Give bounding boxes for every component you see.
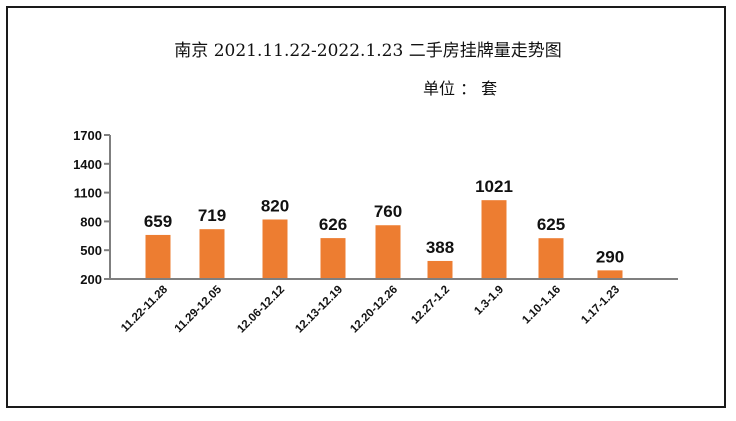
bars: 659 719 820 626 760 388 1021 625 290 [144, 177, 624, 279]
bar [145, 234, 171, 279]
bar-value-label: 290 [596, 247, 624, 266]
y-tick-label: 200 [80, 272, 102, 287]
bar-value-label: 820 [261, 196, 289, 215]
bar-value-label: 625 [537, 215, 565, 234]
x-axis: 11.22-11.28 11.29-12.05 12.06-12.12 12.13-1… [104, 278, 678, 336]
chart-title: 南京 2021.11.22-2022.1.23 二手房挂牌量走势图 [174, 41, 562, 61]
bar-group: 760 [374, 202, 402, 279]
bar [481, 200, 507, 279]
bar-group: 1021 [475, 177, 513, 279]
x-category-label: 12.06-12.12 [235, 284, 287, 336]
y-tick-label: 1700 [73, 128, 102, 143]
x-category-label: 1.10-1.16 [520, 284, 563, 327]
bar [538, 238, 564, 279]
y-tick-label: 1100 [74, 186, 102, 201]
y-tick-label: 1400 [73, 157, 102, 172]
y-tick-label: 800 [80, 214, 102, 229]
x-category-label: 1.17-1.23 [579, 284, 622, 327]
bar-group: 388 [426, 238, 454, 279]
bar-group: 290 [596, 247, 624, 279]
bar-group: 626 [319, 215, 347, 279]
chart-frame [6, 6, 726, 408]
bar-value-label: 1021 [475, 177, 513, 196]
bar-group: 659 [144, 212, 172, 279]
bar [262, 219, 288, 279]
bar-value-label: 659 [144, 212, 172, 231]
x-category-label: 1.3-1.9 [472, 284, 506, 318]
bar-group: 719 [198, 206, 226, 279]
bar [320, 238, 346, 279]
unit-label: 单位 ： 套 [423, 79, 498, 98]
x-category-label: 12.20-12.26 [348, 284, 400, 336]
bar-group: 820 [261, 196, 289, 279]
bar [375, 225, 401, 279]
bar [597, 270, 623, 279]
x-category-label: 12.27-1.2 [409, 284, 452, 327]
y-axis: 200 500 800 1100 1400 1700 [73, 128, 111, 287]
x-category-label: 11.22-11.28 [119, 283, 170, 334]
y-tick-label: 500 [80, 243, 102, 258]
bar-value-label: 760 [374, 202, 402, 221]
x-category-label: 12.13-12.19 [293, 284, 345, 336]
x-category-label: 11.29-12.05 [173, 283, 225, 335]
bar-value-label: 719 [198, 206, 226, 225]
bar [427, 260, 453, 279]
bar-group: 625 [537, 215, 565, 279]
bar [199, 229, 225, 279]
bar-value-label: 388 [426, 238, 454, 257]
bar-value-label: 626 [319, 215, 347, 234]
